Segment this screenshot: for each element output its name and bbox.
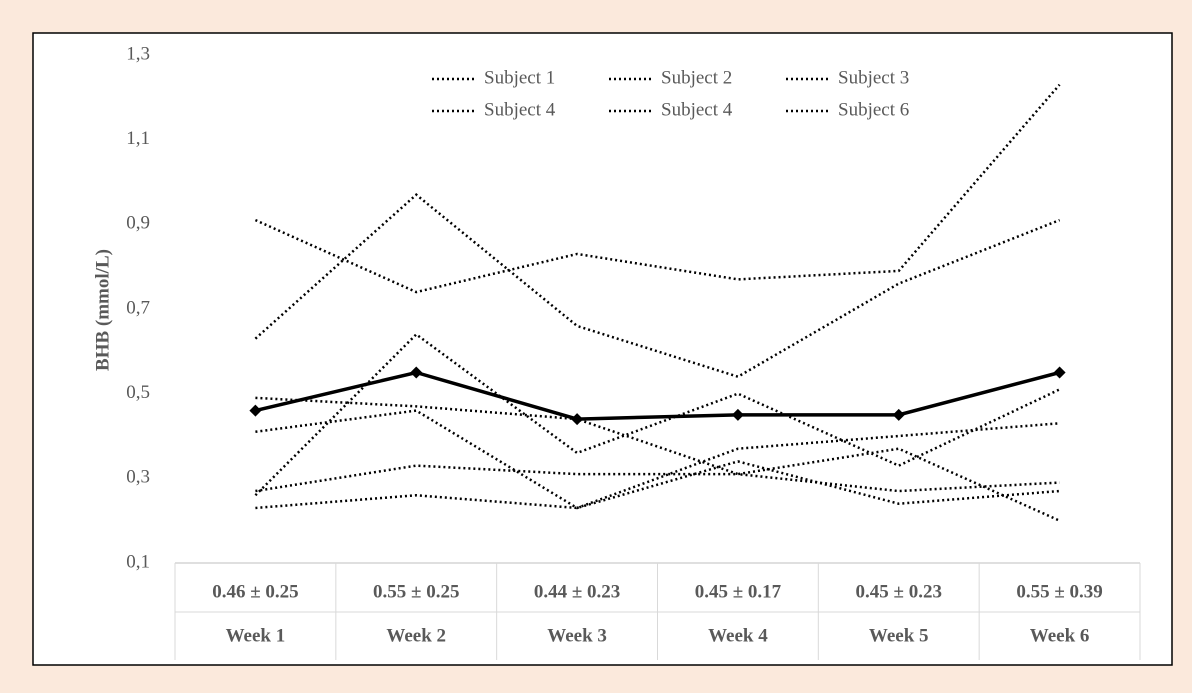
x-tick-label: Week 3 xyxy=(547,625,607,646)
summary-label: 0.45 ± 0.23 xyxy=(856,581,942,602)
y-axis-title: BHB (mmol/L) xyxy=(92,249,113,371)
x-tick-label: Week 5 xyxy=(869,625,929,646)
x-tick-label: Week 2 xyxy=(386,625,446,646)
subject-line xyxy=(255,447,1061,522)
y-tick-label: 0,3 xyxy=(126,467,150,488)
legend-label: Subject 2 xyxy=(661,67,732,88)
x-tick-label: Week 4 xyxy=(708,625,768,646)
chart-frame xyxy=(32,32,1173,666)
legend-label: Subject 1 xyxy=(484,67,555,88)
y-tick-label: 0,1 xyxy=(126,551,150,572)
subject-line xyxy=(255,409,1060,510)
marker xyxy=(410,366,423,379)
summary-label: 0.46 ± 0.25 xyxy=(212,581,298,602)
summary-label: 0.55 ± 0.25 xyxy=(373,581,459,602)
summary-label: 0.55 ± 0.39 xyxy=(1016,581,1102,602)
marker xyxy=(731,408,744,421)
summary-label: 0.44 ± 0.23 xyxy=(534,581,620,602)
subject-line xyxy=(254,83,1061,294)
marker xyxy=(1053,366,1066,379)
marker xyxy=(892,408,905,421)
y-tick-label: 1,3 xyxy=(126,43,150,64)
mean-line xyxy=(255,370,1061,421)
y-tick-label: 0,7 xyxy=(126,297,150,318)
subject-line xyxy=(255,460,1060,510)
marker xyxy=(249,404,262,417)
x-tick-label: Week 1 xyxy=(226,625,286,646)
summary-label: 0.45 ± 0.17 xyxy=(695,581,782,602)
y-tick-label: 0,9 xyxy=(126,213,150,234)
legend-label: Subject 6 xyxy=(838,99,909,120)
marker xyxy=(571,413,584,426)
legend-label: Subject 3 xyxy=(838,67,909,88)
subject-line xyxy=(255,396,1060,493)
y-tick-label: 0,5 xyxy=(126,382,150,403)
legend-label: Subject 4 xyxy=(484,99,556,120)
subject-line xyxy=(254,193,1061,379)
y-tick-label: 1,1 xyxy=(126,128,150,149)
x-tick-label: Week 6 xyxy=(1030,625,1090,646)
legend-label: Subject 4 xyxy=(661,99,733,120)
